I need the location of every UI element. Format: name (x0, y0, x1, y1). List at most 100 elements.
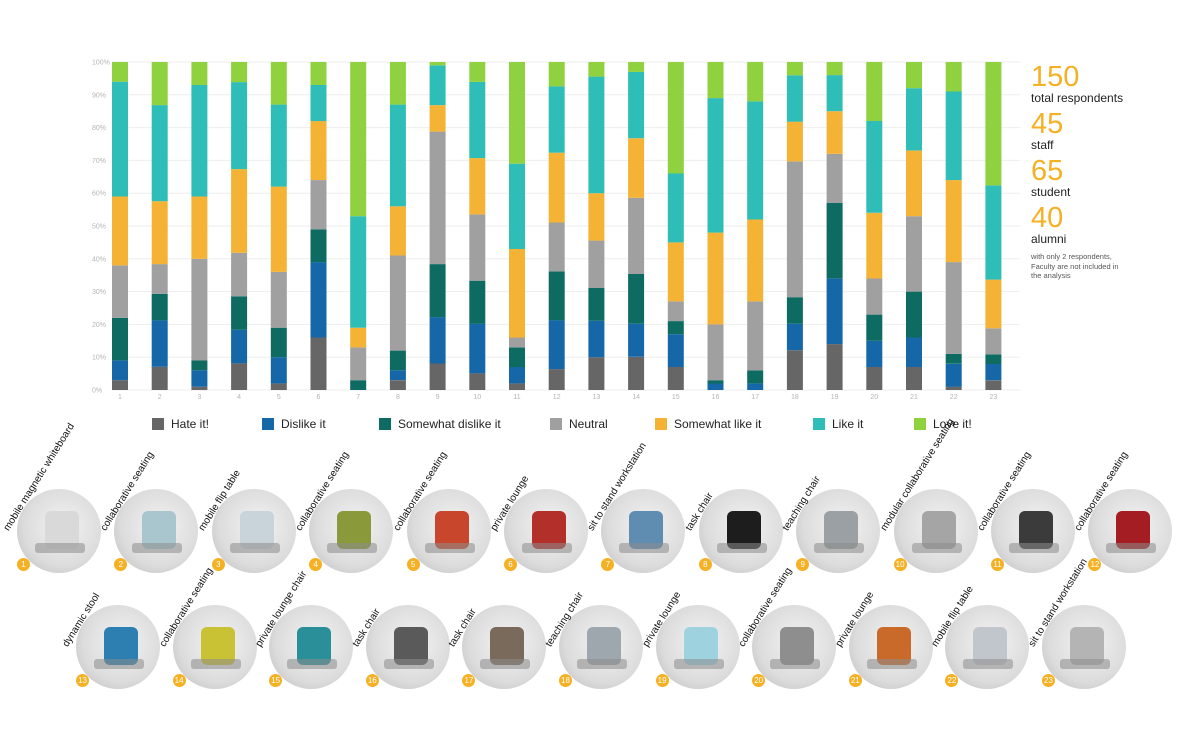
bar-segment (906, 367, 922, 390)
bar-segment (389, 350, 406, 371)
bar-segment (112, 196, 128, 266)
x-axis-ticks: 1 2 3 4 5 6 7 8 9 10 11 12 13 14 15 16 17 18 19 20 21 22 23 (118, 394, 997, 401)
bars (112, 62, 1002, 390)
respondent-summary: 150 total respondents 45 staff 65 studen… (1031, 61, 1196, 281)
furniture-number-badge: 21 (848, 674, 862, 687)
bar-segment (389, 380, 406, 390)
bar-segment (429, 62, 446, 66)
y-tick-label: 60% (92, 191, 106, 198)
legend-item: Dislike it (262, 417, 379, 431)
bar-segment (826, 111, 843, 154)
bar-segment (350, 327, 367, 348)
furniture-photo (365, 605, 450, 689)
bar-segment (270, 383, 287, 390)
furniture-number-badge: 23 (1042, 674, 1055, 687)
bar-segment (548, 222, 565, 272)
legend-swatch (914, 418, 926, 430)
stat-total-label: total respondents (1031, 91, 1124, 105)
furniture-shadow (1009, 543, 1059, 553)
furniture-shadow (814, 543, 865, 553)
stat-alumni-number: 40 (1031, 202, 1064, 234)
bar-segment (509, 367, 525, 384)
furniture-shadow (229, 543, 280, 553)
furniture-shadow (132, 543, 183, 553)
bar-segment (826, 203, 843, 279)
furniture-item: 4 collaborative seating (294, 450, 394, 573)
y-tick-label: 50% (92, 224, 106, 231)
bar-segment (191, 85, 208, 197)
furniture-number-badge: 4 (309, 558, 323, 571)
stat-staff-number: 45 (1031, 108, 1064, 140)
bar-segment (310, 180, 327, 230)
bar-segment (231, 296, 248, 330)
bar-segment (151, 105, 168, 202)
bar-segment (747, 370, 764, 384)
furniture-item: 5 collaborative seating (391, 450, 491, 573)
bar-segment (628, 197, 645, 274)
bar-segment (191, 62, 208, 85)
bar-segment (191, 370, 208, 387)
x-tick-label: 7 (356, 394, 360, 401)
furniture-shape (337, 511, 372, 549)
bar-segment (985, 380, 1002, 390)
bar-segment (151, 320, 168, 367)
furniture-number-badge: 11 (991, 558, 1004, 571)
furniture-item: 22 mobile flip table (930, 584, 1030, 689)
bar-segment (786, 62, 803, 76)
furniture-number-badge: 18 (559, 674, 572, 687)
bar-segment (231, 329, 248, 364)
furniture-shape (490, 627, 525, 665)
furniture-photo (269, 605, 354, 689)
bar-segment (588, 193, 605, 241)
bar-segment (786, 161, 803, 298)
bar-segment (945, 363, 962, 387)
furniture-shadow (424, 543, 475, 553)
bar-segment (866, 121, 883, 213)
bar-segment (429, 65, 446, 106)
x-tick-label: 4 (237, 394, 241, 401)
furniture-number-badge: 13 (76, 674, 89, 687)
bar-segment (747, 101, 764, 220)
y-tick-label: 30% (92, 289, 106, 296)
bar-segment (350, 347, 367, 381)
bar-segment (628, 356, 645, 390)
furniture-photo (796, 489, 881, 573)
bar-segment (667, 301, 684, 322)
x-tick-label: 10 (473, 394, 481, 401)
furniture-shadow (577, 659, 627, 669)
furniture-shape (393, 627, 428, 665)
bar-segment (985, 364, 1002, 381)
bar-segment (588, 320, 605, 358)
x-tick-label: 16 (712, 394, 720, 401)
y-tick-label: 100% (92, 60, 110, 67)
furniture-shadow (716, 543, 767, 553)
furniture-photo (76, 605, 160, 689)
bar-segment (588, 62, 605, 77)
bar-segment (469, 214, 486, 281)
furniture-shape (683, 627, 718, 665)
bar-segment (310, 121, 327, 180)
bar-segment (548, 62, 565, 87)
furniture-shape (726, 511, 761, 549)
furniture-photo (504, 489, 588, 573)
bar-segment (270, 271, 287, 328)
bar-segment (588, 357, 605, 390)
furniture-shape (142, 511, 177, 549)
legend-label: Dislike it (281, 417, 326, 431)
y-axis-ticks: 0% 10% 20% 30% 40% 50% 60% 70% 80% 90% 100% (92, 60, 110, 395)
bar-segment (310, 229, 327, 263)
furniture-item: 18 teaching chair (544, 590, 643, 689)
furniture-shape (876, 627, 911, 665)
bar-segment (389, 255, 406, 351)
bar-segment (509, 383, 525, 390)
furniture-item: 20 collaborative seating (737, 566, 837, 689)
bar-segment (667, 367, 684, 390)
bar-segment (628, 323, 645, 357)
x-tick-label: 20 (870, 394, 878, 401)
bar-segment (270, 327, 287, 358)
furniture-item: 17 task chair (447, 605, 547, 689)
furniture-shadow (1060, 659, 1110, 669)
bar-segment (509, 337, 525, 348)
stat-total-number: 150 (1031, 61, 1080, 93)
bar-segment (945, 91, 962, 181)
